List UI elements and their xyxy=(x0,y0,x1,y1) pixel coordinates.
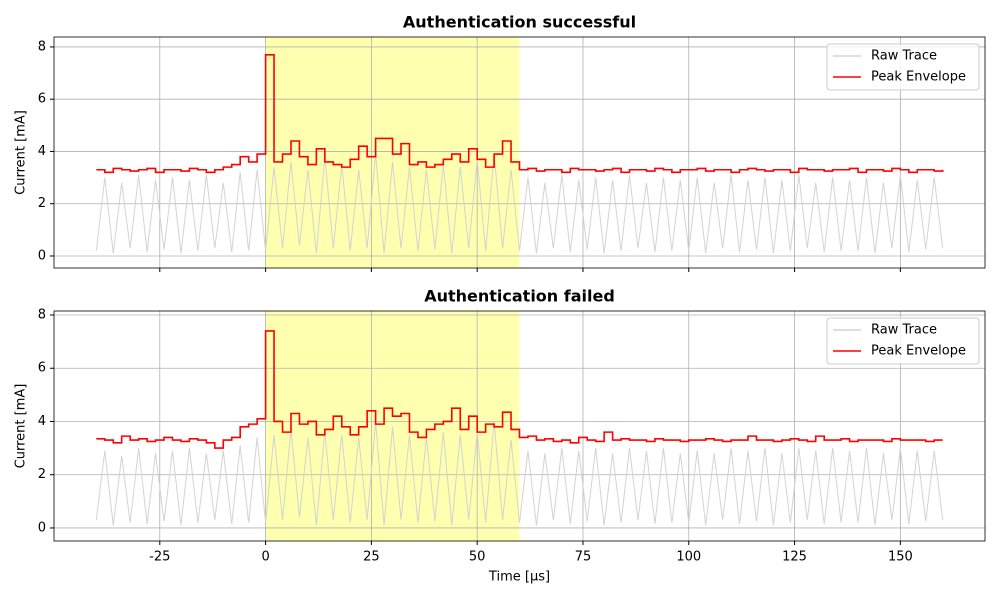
legend-label: Raw Trace xyxy=(871,323,937,338)
y-tick-label: 2 xyxy=(38,196,46,211)
legend-label: Peak Envelope xyxy=(871,70,966,85)
chart-title: Authentication failed xyxy=(424,287,615,306)
x-tick-label: 50 xyxy=(469,550,486,565)
y-tick-label: 8 xyxy=(38,307,46,322)
y-tick-label: 4 xyxy=(38,144,46,159)
legend-box xyxy=(826,317,980,365)
x-axis-label: Time [µs] xyxy=(488,570,550,585)
envelope-line xyxy=(96,53,944,174)
y-tick-label: 8 xyxy=(38,39,46,54)
x-tick-label: 25 xyxy=(363,550,380,565)
legend-label: Raw Trace xyxy=(871,49,937,64)
plot-frame xyxy=(53,310,986,542)
legend-box xyxy=(826,43,980,91)
y-tick-label: 2 xyxy=(38,467,46,482)
x-tick-label: 75 xyxy=(575,550,592,565)
plot-frame xyxy=(53,36,986,269)
x-tick-label: 125 xyxy=(782,550,807,565)
y-tick-label: 6 xyxy=(38,92,46,107)
chart-title: Authentication successful xyxy=(403,13,636,32)
raw-trace-line xyxy=(95,421,944,526)
legend-label: Peak Envelope xyxy=(871,344,966,359)
envelope-line xyxy=(96,330,943,449)
y-tick-label: 0 xyxy=(38,248,46,263)
x-tick-label: -25 xyxy=(149,550,170,565)
y-axis-label: Current [mA] xyxy=(14,110,29,195)
x-tick-label: 100 xyxy=(676,550,701,565)
y-tick-label: 6 xyxy=(38,361,46,376)
x-tick-label: 150 xyxy=(888,550,913,565)
y-tick-label: 4 xyxy=(38,414,46,429)
y-tick-label: 0 xyxy=(38,520,46,535)
highlight-span xyxy=(265,311,520,541)
raw-trace-line xyxy=(95,154,944,254)
x-tick-label: 0 xyxy=(261,550,269,565)
y-axis-label: Current [mA] xyxy=(14,384,29,469)
